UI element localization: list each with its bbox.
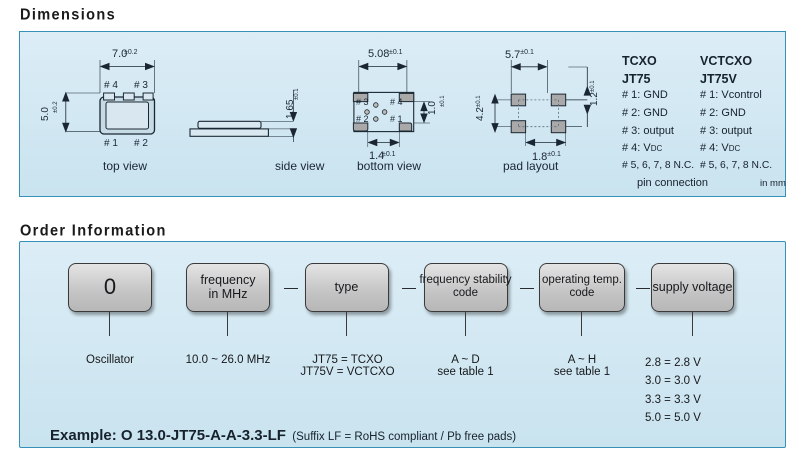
- svg-text:# 3: # 3: [134, 80, 148, 91]
- svg-text:side view: side view: [275, 159, 325, 173]
- svg-text:# 4: # 4: [390, 97, 403, 107]
- svg-text:±0.1: ±0.1: [294, 88, 300, 100]
- svg-text:±0.2: ±0.2: [53, 101, 59, 113]
- svg-text:1.0: 1.0: [427, 101, 438, 115]
- svg-text:# 2: # 2: [134, 138, 148, 149]
- svg-text:# 1: # 1: [104, 138, 118, 149]
- svg-text:5.0: 5.0: [40, 107, 51, 121]
- svg-text:±0.1: ±0.1: [382, 151, 396, 158]
- svg-text:±0.2: ±0.2: [124, 49, 138, 56]
- svg-text:1.2±0.1: 1.2±0.1: [589, 80, 600, 106]
- svg-text:5.7±0.1: 5.7±0.1: [505, 49, 534, 61]
- svg-text:4.2±0.1: 4.2±0.1: [475, 95, 486, 121]
- svg-text:±0.1: ±0.1: [440, 95, 446, 107]
- svg-text:±0.1: ±0.1: [389, 49, 403, 56]
- svg-text:# 2: # 2: [356, 114, 369, 124]
- svg-text:# 3: # 3: [356, 97, 369, 107]
- svg-text:pad layout: pad layout: [503, 159, 559, 173]
- svg-text:# 4: # 4: [104, 80, 118, 91]
- svg-text:1.65: 1.65: [285, 99, 296, 119]
- svg-text:top view: top view: [103, 159, 147, 173]
- svg-text:5.08: 5.08: [368, 48, 389, 60]
- svg-text:bottom view: bottom view: [357, 159, 421, 173]
- svg-text:# 1: # 1: [390, 114, 403, 124]
